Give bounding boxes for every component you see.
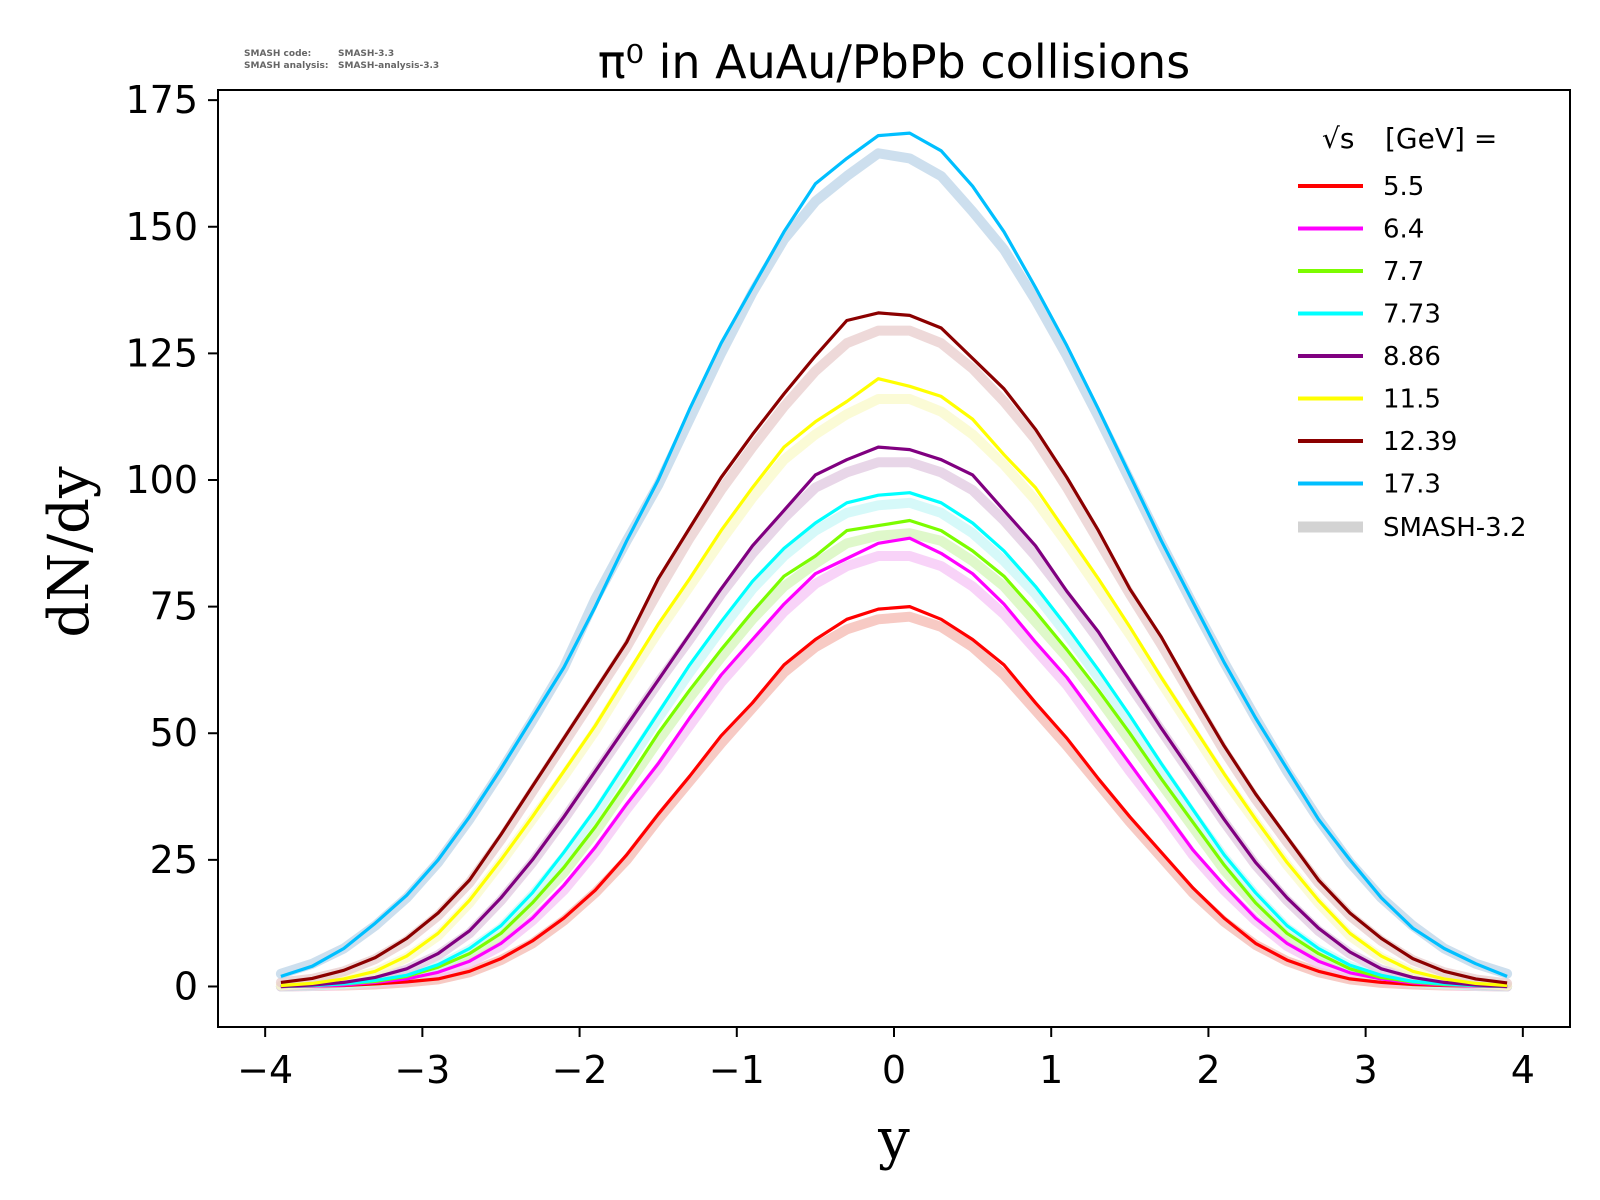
legend-label-7: 17.3: [1383, 470, 1441, 500]
y-tick-label: 150: [125, 205, 198, 249]
x-tick-label: 3: [1354, 1048, 1378, 1092]
chart-title: π⁰ in AuAu/PbPb collisions: [598, 35, 1190, 89]
legend-reference-label: SMASH-3.2: [1383, 513, 1527, 543]
y-tick-label: 75: [150, 585, 198, 629]
legend-label-4: 8.86: [1383, 342, 1441, 372]
legend-label-0: 5.5: [1383, 172, 1424, 202]
reference-line-7: [275, 148, 1513, 979]
y-tick-label: 175: [125, 78, 198, 122]
meta-analysis-label: SMASH analysis:: [244, 61, 328, 71]
meta-analysis-value: SMASH-analysis-3.3: [338, 61, 439, 71]
series-line-0: [280, 604, 1508, 989]
y-tick-label: 100: [125, 458, 198, 502]
meta-code-label: SMASH code:: [244, 49, 311, 59]
reference-line-2: [275, 528, 1513, 992]
x-tick-label: −3: [394, 1048, 450, 1092]
x-axis-title: y: [877, 1107, 910, 1172]
series-line-7: [280, 131, 1508, 978]
meta-code-value: SMASH-3.3: [338, 49, 394, 59]
x-tick-label: −2: [552, 1048, 608, 1092]
legend-label-6: 12.39: [1383, 427, 1457, 457]
legend-title-unit: [GeV] =: [1385, 122, 1497, 155]
y-tick-label: 50: [150, 711, 198, 755]
x-tick-label: 4: [1511, 1048, 1535, 1092]
x-tick-label: −1: [709, 1048, 765, 1092]
x-tick-label: −4: [237, 1048, 293, 1092]
legend-label-1: 6.4: [1383, 215, 1424, 245]
reference-line-1: [275, 551, 1513, 992]
x-tick-label: 2: [1196, 1048, 1220, 1092]
y-tick-label: 0: [174, 964, 198, 1008]
reference-lines: [275, 148, 1513, 992]
series-line-1: [280, 536, 1508, 989]
series-line-6: [280, 311, 1508, 985]
y-axis-title: dN/dy: [37, 466, 102, 638]
reference-line-3: [275, 497, 1513, 992]
legend-items: 5.5 6.4 7.7 7.73 8.86 11.5 12.39 17.3: [1298, 172, 1457, 500]
reference-line-4: [275, 457, 1513, 992]
series-line-4: [280, 445, 1508, 989]
legend-label-5: 11.5: [1383, 385, 1441, 415]
legend-label-3: 7.73: [1383, 300, 1441, 330]
series-line-5: [280, 377, 1508, 988]
x-tick-label: 0: [882, 1048, 906, 1092]
reference-line-6: [275, 325, 1513, 989]
legend-title-sqrt: √s: [1322, 122, 1354, 155]
reference-line-5: [275, 394, 1513, 991]
x-axis: −4 −3 −2 −1 0 1 2 3 4: [237, 1027, 1535, 1092]
legend-label-2: 7.7: [1383, 257, 1424, 287]
y-tick-label: 25: [150, 838, 198, 882]
series-lines: [280, 131, 1508, 989]
y-axis: 0 25 50 75 100 125 150 175: [125, 78, 218, 1008]
x-tick-label: 1: [1039, 1048, 1063, 1092]
y-tick-label: 125: [125, 331, 198, 375]
series-line-3: [280, 491, 1508, 989]
legend: √s [GeV] = 5.5 6.4 7.7 7.73 8.86 11.5 12.39 17.…: [1298, 122, 1527, 543]
series-line-2: [280, 518, 1508, 989]
